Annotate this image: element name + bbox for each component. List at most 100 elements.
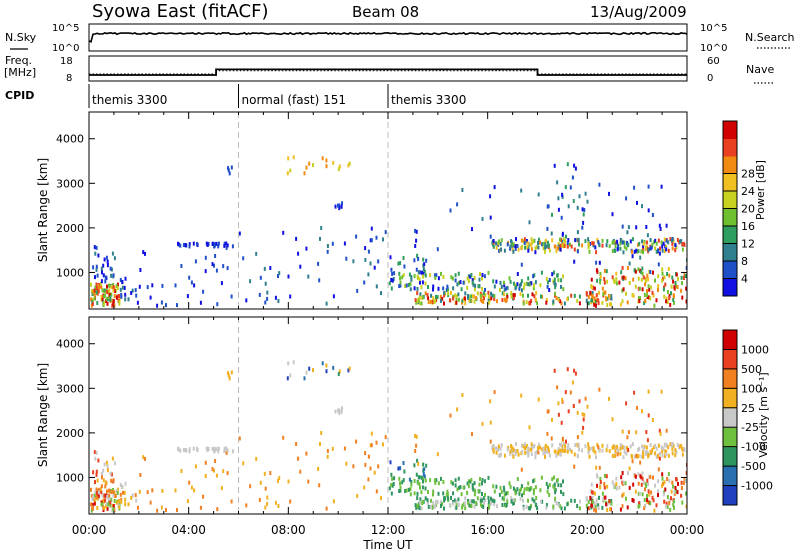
velocity-point [550,436,553,441]
power-point [211,242,214,246]
velocity-point [520,443,523,448]
power-point [561,194,564,199]
power-point [622,275,625,280]
power-point [227,166,229,171]
velocity-point [625,451,628,456]
velocity-point [566,367,569,372]
power-point [249,279,252,284]
power-point [100,266,103,271]
velocity-point [493,489,496,494]
velocity-point [161,488,164,493]
velocity-point [103,462,106,467]
velocity-point [566,502,569,507]
velocity-point [416,458,419,463]
velocity-point [614,453,617,458]
velocity-point [479,477,481,481]
velocity-point [596,502,599,507]
power-point [470,299,473,303]
power-point [266,296,269,301]
power-point [520,238,523,243]
velocity-point [645,483,648,488]
velocity-point [112,507,115,512]
velocity-point [527,498,529,503]
power-point [399,283,402,288]
power-point [363,280,366,285]
velocity-colorbar-swatch [723,349,737,370]
velocity-point [424,486,427,491]
power-point [671,241,674,246]
velocity-point [641,444,644,449]
velocity-point [541,447,544,452]
power-point [510,294,513,299]
power-point [182,243,185,247]
velocity-point [102,478,105,483]
power-colorbar-tick-label: 4 [741,273,748,286]
velocity-point [621,504,624,509]
power-point [651,290,654,295]
power-point [112,273,115,278]
velocity-point [598,465,601,470]
velocity-point [487,499,490,504]
power-point [503,292,506,297]
power-point [539,240,541,245]
power-point [615,281,618,286]
power-point [461,300,464,305]
power-point [413,258,416,263]
velocity-point [536,450,538,455]
power-point [415,238,418,243]
velocity-point [464,496,467,501]
velocity-point [569,447,571,452]
velocity-point [578,447,581,452]
power-point [662,287,665,292]
power-point [409,282,412,287]
power-point [325,301,328,306]
power-point [642,247,645,252]
velocity-point [409,492,412,497]
power-point [325,164,328,169]
power-point [654,246,657,251]
power-point [528,301,531,306]
power-point [643,301,646,306]
beam-label: Beam 08 [352,3,419,21]
power-point [469,274,472,279]
velocity-point [341,406,343,411]
power-point [106,263,109,268]
power-point [659,226,662,231]
velocity-point [110,472,113,477]
velocity-point [450,495,452,500]
velocity-point [130,496,133,500]
velocity-point [194,464,197,469]
velocity-point [610,499,613,503]
velocity-point [517,452,520,457]
power-point [680,288,683,293]
velocity-point [670,443,673,448]
power-point [225,241,228,246]
power-point [604,290,607,295]
velocity-point [512,498,515,502]
velocity-point [325,369,328,374]
power-point [645,245,647,250]
power-scatter-points [90,155,687,308]
power-point [594,245,597,250]
velocity-point [445,493,448,497]
power-point [560,215,563,220]
power-point [552,279,555,284]
velocity-point [615,476,618,481]
power-point [433,299,436,304]
velocity-point [94,456,97,461]
power-point [461,188,464,192]
power-point [116,286,119,290]
power-point [407,282,410,287]
power-point [352,259,355,264]
power-point [645,225,648,229]
velocity-point [422,462,425,467]
power-point [100,279,103,284]
power-point [642,250,645,255]
velocity-point [540,499,542,504]
velocity-point [612,483,615,488]
velocity-point [453,498,456,503]
velocity-point [95,469,98,474]
velocity-point [621,429,624,434]
power-point [565,234,567,239]
velocity-point [647,489,650,494]
